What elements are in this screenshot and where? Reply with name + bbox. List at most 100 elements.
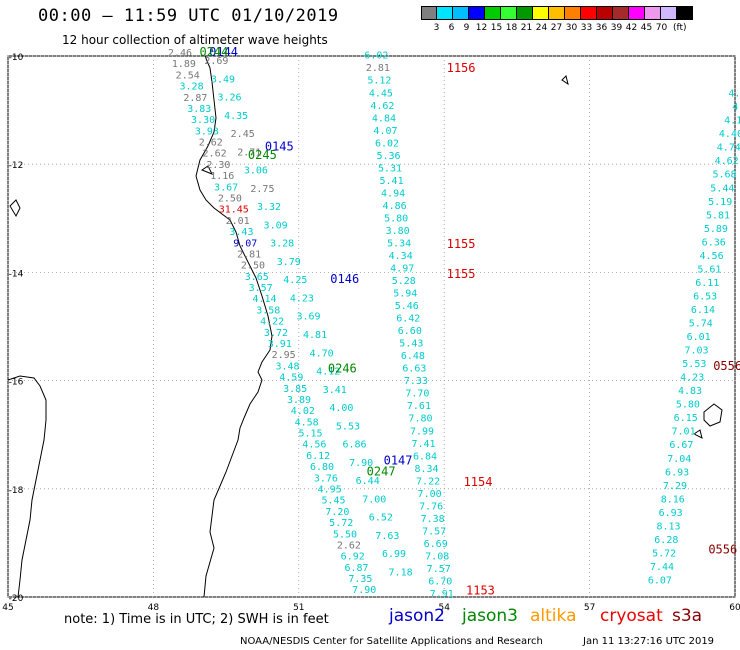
wave-height-label: 4.83 [678,386,702,397]
wave-height-label: 4.25 [283,275,307,286]
wave-height-label: 7.90 [352,585,376,596]
wave-height-label: 5.15 [298,429,322,440]
wave-height-label: 3.76 [314,473,338,484]
wave-height-label: 6.12 [306,451,330,462]
wave-height-label: 7.76 [419,501,443,512]
lon-tick-label: 45 [2,603,13,613]
wave-height-label: 5.80 [676,400,700,411]
pass-time-label: 0147 [384,453,413,467]
wave-height-label: 4.00 [329,403,353,414]
wave-height-label: 2.75 [250,184,274,195]
wave-height-label: 4.62 [370,101,394,112]
wave-height-label: 4.70 [310,348,334,359]
color-swatch-6 [517,6,533,20]
wave-height-label: 5.53 [682,359,706,370]
wave-height-label: 7.35 [348,574,372,585]
wave-height-label: 2.45 [231,129,255,140]
wave-height-label: 4.62 [715,156,739,167]
wave-height-label: 4.56 [302,440,326,451]
wave-height-label: 7.08 [425,551,449,562]
legend-altika: altika [530,606,577,626]
color-scale-label: 27 [550,23,563,33]
wave-height-label: 7.01 [672,427,696,438]
wave-height-label: 7.63 [375,531,399,542]
wave-height-label: 2.62 [337,540,361,551]
wave-height-label: 5.81 [706,210,730,221]
wave-height-label: 5.89 [704,224,728,235]
wave-height-label: 6.69 [424,539,448,550]
wave-height-label: 6.86 [342,440,366,451]
island-outline [561,75,569,86]
wave-height-label: 7.57 [427,564,451,575]
wave-height-label: 5.31 [378,163,402,174]
pass-time-label: 0244 [199,45,228,59]
wave-height-label: 7.20 [325,507,349,518]
wave-height-label: 3.28 [270,239,294,250]
wave-height-label: 5.41 [380,176,404,187]
wave-height-label: 7.04 [667,454,691,465]
wave-height-label: 3.83 [187,104,211,115]
wave-height-label: 3.65 [245,272,269,283]
island-outline [9,199,21,218]
wave-height-label: 4.45 [369,88,393,99]
wave-height-label: 6.07 [648,575,672,586]
lon-tick-label: 60 [729,603,740,613]
wave-height-label: 5.74 [689,319,713,330]
color-swatch-16 [677,6,693,20]
wave-height-label: 5.45 [321,496,345,507]
color-swatch-8 [549,6,565,20]
lon-tick-label: 48 [148,603,160,613]
wave-height-label: 6.80 [310,462,334,473]
wave-height-label: 7.91 [430,589,454,600]
color-swatch-5 [501,6,517,20]
wave-height-label: 5.46 [395,301,419,312]
color-swatch-0 [421,6,437,20]
lat-tick-label: -20 [9,594,24,604]
lon-tick-label: 54 [438,603,450,613]
wave-height-label: 5.34 [387,238,411,249]
wave-height-label: 6.70 [428,576,452,587]
wave-height-label: 3.09 [264,220,288,231]
wave-height-label: 5.44 [710,183,734,194]
color-scale-label: 45 [640,23,653,33]
wave-height-label: 3.85 [283,384,307,395]
wave-height-label: 4.07 [373,126,397,137]
wave-height-label: 4.12 [316,367,340,378]
color-scale-unit: (ft) [673,23,687,33]
wave-height-label: 7.00 [362,494,386,505]
coastline-madagascar [195,55,273,598]
color-scale-label: 18 [505,23,518,33]
wave-height-label: 7.41 [411,439,435,450]
legend-jason2: jason2 [389,606,445,626]
wave-height-label: 6.93 [665,467,689,478]
wave-height-label: 4.94 [381,188,405,199]
wave-height-label: 2.87 [183,93,207,104]
lon-tick-label: 57 [584,603,595,613]
wave-height-label: 3.30 [191,115,215,126]
pass-time-label: 0247 [367,464,396,478]
lat-tick-label: -16 [9,378,24,388]
island-outline [693,429,703,439]
color-scale-label: 42 [625,23,638,33]
wave-height-label: 3.06 [244,166,268,177]
wave-height-label: 5.50 [333,529,357,540]
wave-height-label: 3.79 [277,257,301,268]
wave-height-label: 2.69 [204,56,228,67]
wave-height-label: 3.49 [211,74,235,85]
pass-time-label: 0556 [708,543,737,557]
wave-height-label: 3.57 [249,283,273,294]
map-frame [7,55,736,598]
wave-height-label: 8.13 [656,521,680,532]
map-title: 00:00 – 11:59 UTC 01/10/2019 [38,6,339,26]
pass-time-label: 0246 [328,361,357,375]
wave-height-label: 6.28 [654,535,678,546]
color-scale-bar [421,6,693,20]
wave-height-label: 4.40 [719,129,740,140]
pass-time-label: 1153 [466,583,495,597]
color-scale-label: 9 [463,23,470,33]
wave-height-label: 4.22 [260,317,284,328]
wave-height-label: 5.19 [708,197,732,208]
wave-height-label: 7.61 [407,401,431,412]
wave-height-label: 4.81 [303,330,327,341]
footer-credit: NOAA/NESDIS Center for Satellite Applica… [240,636,543,647]
